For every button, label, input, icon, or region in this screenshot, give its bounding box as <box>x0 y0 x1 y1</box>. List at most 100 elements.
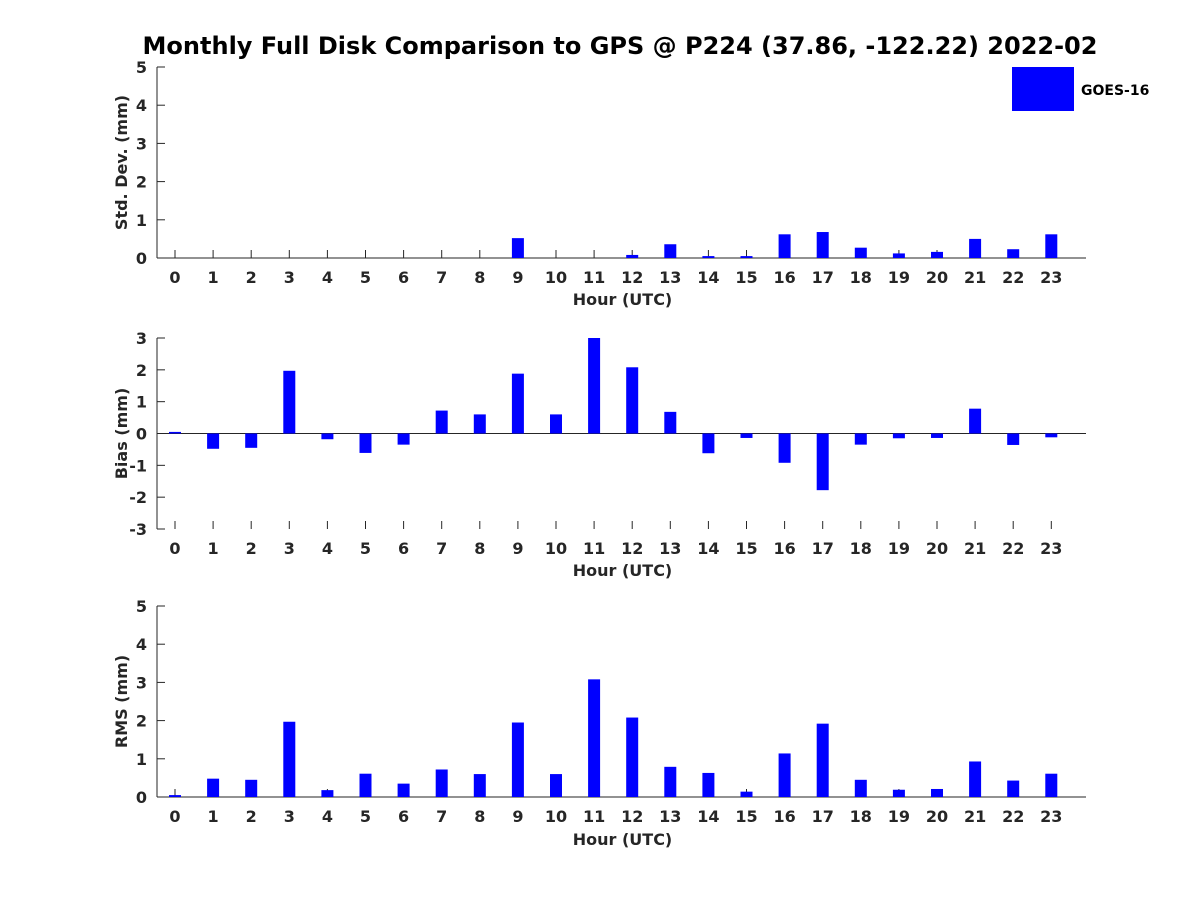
bar-hour-14 <box>702 256 715 258</box>
x-tick-label: 16 <box>773 539 795 558</box>
bar-hour-9 <box>511 373 524 434</box>
x-tick-label: 17 <box>812 807 834 826</box>
bar-hour-11 <box>588 679 601 797</box>
bar-hour-22 <box>1007 780 1020 797</box>
x-tick-label: 5 <box>360 268 371 287</box>
x-axis-label: Hour (UTC) <box>573 830 673 849</box>
bar-hour-21 <box>969 761 982 797</box>
x-tick-label: 15 <box>735 268 757 287</box>
bar-hour-21 <box>969 238 982 258</box>
bar-hour-15 <box>740 433 753 438</box>
bar-hour-4 <box>321 790 334 797</box>
x-tick-label: 1 <box>208 807 219 826</box>
x-tick-label: 20 <box>926 807 948 826</box>
bar-hour-18 <box>854 433 867 445</box>
x-tick-label: 5 <box>360 539 371 558</box>
y-tick-label: 4 <box>136 635 147 654</box>
y-tick-label: 5 <box>136 597 147 616</box>
x-tick-label: 2 <box>246 539 257 558</box>
x-tick-label: 3 <box>284 807 295 826</box>
bar-hour-13 <box>664 411 677 434</box>
x-tick-label: 13 <box>659 268 681 287</box>
x-tick-label: 20 <box>926 268 948 287</box>
bar-hour-17 <box>816 433 829 491</box>
bar-hour-19 <box>892 433 905 439</box>
x-tick-label: 2 <box>246 268 257 287</box>
x-tick-label: 12 <box>621 539 643 558</box>
bar-hour-23 <box>1045 773 1058 797</box>
y-axis-label: Std. Dev. (mm) <box>112 95 131 230</box>
bar-hour-23 <box>1045 433 1058 438</box>
x-tick-label: 4 <box>322 539 333 558</box>
bar-hour-11 <box>588 338 601 434</box>
bar-hour-10 <box>550 774 562 797</box>
x-tick-label: 6 <box>398 268 409 287</box>
x-tick-label: 22 <box>1002 807 1024 826</box>
bar-hour-18 <box>854 247 867 258</box>
bar-hour-22 <box>1007 249 1020 258</box>
bar-hour-0 <box>169 431 181 434</box>
bar-hour-5 <box>359 773 372 797</box>
bar-hour-12 <box>626 717 639 797</box>
x-tick-label: 21 <box>964 268 986 287</box>
x-tick-label: 0 <box>169 268 180 287</box>
bar-hour-14 <box>702 433 715 454</box>
bar-hour-20 <box>931 433 943 438</box>
x-tick-label: 4 <box>322 268 333 287</box>
y-tick-label: -2 <box>129 488 147 507</box>
x-tick-label: 8 <box>474 539 485 558</box>
x-tick-label: 16 <box>773 807 795 826</box>
x-tick-label: 6 <box>398 807 409 826</box>
bar-hour-7 <box>435 769 448 797</box>
x-tick-label: 22 <box>1002 268 1024 287</box>
bar-hour-16 <box>778 234 791 258</box>
y-tick-label: 3 <box>136 329 147 348</box>
bar-hour-16 <box>778 753 791 797</box>
chart-title: Monthly Full Disk Comparison to GPS @ P2… <box>143 32 1098 60</box>
x-tick-label: 2 <box>246 807 257 826</box>
x-tick-label: 9 <box>512 539 523 558</box>
y-tick-label: 2 <box>136 173 147 192</box>
x-tick-label: 4 <box>322 807 333 826</box>
x-tick-label: 0 <box>169 539 180 558</box>
x-tick-label: 9 <box>512 807 523 826</box>
x-tick-label: 12 <box>621 807 643 826</box>
x-tick-label: 21 <box>964 539 986 558</box>
y-tick-label: 3 <box>136 134 147 153</box>
x-tick-label: 19 <box>888 807 910 826</box>
bar-hour-17 <box>816 232 829 258</box>
legend-label: GOES-16 <box>1081 83 1149 99</box>
bar-hour-3 <box>283 370 296 434</box>
x-tick-label: 7 <box>436 539 447 558</box>
x-tick-label: 14 <box>697 539 719 558</box>
x-tick-label: 6 <box>398 539 409 558</box>
x-tick-label: 12 <box>621 268 643 287</box>
x-tick-label: 22 <box>1002 539 1024 558</box>
x-tick-label: 11 <box>583 539 605 558</box>
x-tick-label: 20 <box>926 539 948 558</box>
bar-hour-6 <box>397 783 410 797</box>
bar-hour-16 <box>778 433 791 463</box>
x-tick-label: 10 <box>545 807 567 826</box>
y-tick-label: 1 <box>136 750 147 769</box>
bar-hour-9 <box>511 722 524 797</box>
x-tick-label: 7 <box>436 268 447 287</box>
bar-hour-1 <box>207 778 220 797</box>
y-tick-label: 2 <box>136 712 147 731</box>
bar-hour-15 <box>740 256 753 258</box>
bar-hour-21 <box>969 408 982 434</box>
x-tick-label: 18 <box>850 807 872 826</box>
y-tick-label: 4 <box>136 96 147 115</box>
y-axis-label: RMS (mm) <box>112 655 131 748</box>
bar-hour-6 <box>397 433 410 445</box>
bar-hour-5 <box>359 433 372 453</box>
y-tick-label: 3 <box>136 673 147 692</box>
bar-hour-1 <box>207 433 220 449</box>
y-tick-label: 0 <box>136 249 147 268</box>
x-tick-label: 14 <box>697 268 719 287</box>
x-tick-label: 5 <box>360 807 371 826</box>
x-tick-label: 17 <box>812 539 834 558</box>
